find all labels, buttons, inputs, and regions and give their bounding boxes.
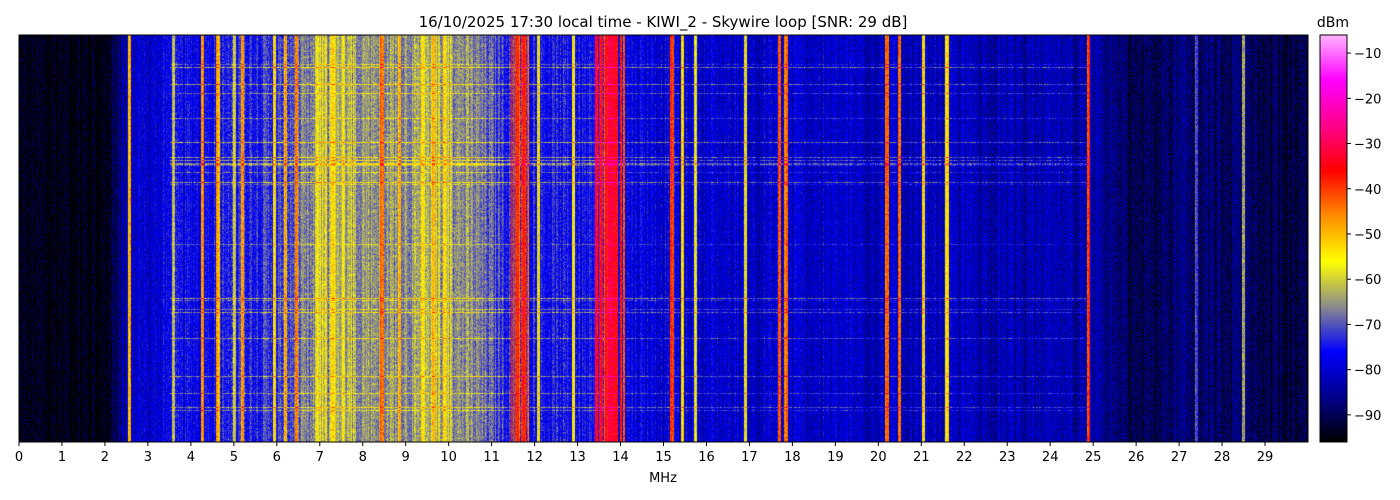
- x-tick-label: 1: [58, 450, 66, 465]
- x-tick-label: 21: [913, 450, 930, 465]
- x-tick-label: 18: [784, 450, 801, 465]
- x-tick-label: 14: [612, 450, 629, 465]
- x-axis: 0 1 2 3 4 5 6 7 8 9 10 11 12 13 14 15 16 17 18 19 20 21 22 23 24…: [15, 442, 1273, 465]
- colorbar-tick-label: −30: [1354, 138, 1381, 153]
- x-tick-label: 10: [440, 450, 457, 465]
- x-tick-label: 20: [870, 450, 887, 465]
- x-tick-label: 7: [316, 450, 324, 465]
- x-tick-label: 23: [999, 450, 1016, 465]
- x-tick-label: 24: [1042, 450, 1059, 465]
- colorbar-tick-label: −10: [1354, 47, 1381, 62]
- x-tick-label: 12: [526, 450, 543, 465]
- colorbar-tick-label: −90: [1354, 409, 1381, 424]
- x-tick-label: 25: [1085, 450, 1102, 465]
- colorbar-ticks: −10 −20 −30 −40 −50 −60 −70 −80 −90: [1347, 47, 1381, 424]
- x-tick-label: 0: [15, 450, 23, 465]
- colorbar-tick-label: −60: [1354, 273, 1381, 288]
- heatmap-plot-area: [18, 34, 1309, 443]
- x-tick-label: 26: [1128, 450, 1145, 465]
- waterfall-heatmap: [19, 35, 1308, 442]
- x-tick-label: 28: [1214, 450, 1231, 465]
- x-tick-label: 17: [741, 450, 758, 465]
- colorbar: −10 −20 −30 −40 −50 −60 −70 −80 −90: [1319, 34, 1381, 443]
- colorbar-tick-label: −50: [1354, 228, 1381, 243]
- x-tick-label: 19: [827, 450, 844, 465]
- x-tick-label: 11: [483, 450, 500, 465]
- x-axis-label: MHz: [649, 471, 677, 486]
- colorbar-label: dBm: [1317, 15, 1349, 31]
- colorbar-gradient: [1319, 34, 1348, 443]
- x-tick-label: 13: [569, 450, 586, 465]
- x-tick-label: 2: [101, 450, 109, 465]
- x-tick-label: 22: [956, 450, 973, 465]
- x-tick-label: 16: [698, 450, 715, 465]
- chart-title: 16/10/2025 17:30 local time - KIWI_2 - S…: [419, 13, 908, 32]
- x-tick-label: 8: [359, 450, 367, 465]
- x-tick-label: 15: [655, 450, 672, 465]
- x-tick-label: 9: [402, 450, 410, 465]
- x-tick-label: 3: [144, 450, 152, 465]
- colorbar-tick-label: −40: [1354, 183, 1381, 198]
- x-tick-label: 29: [1257, 450, 1274, 465]
- colorbar-tick-label: −70: [1354, 318, 1381, 333]
- x-tick-label: 6: [273, 450, 281, 465]
- x-tick-label: 27: [1171, 450, 1188, 465]
- x-tick-label: 5: [230, 450, 238, 465]
- colorbar-tick-label: −80: [1354, 364, 1381, 379]
- x-tick-label: 4: [187, 450, 195, 465]
- colorbar-tick-label: −20: [1354, 92, 1381, 107]
